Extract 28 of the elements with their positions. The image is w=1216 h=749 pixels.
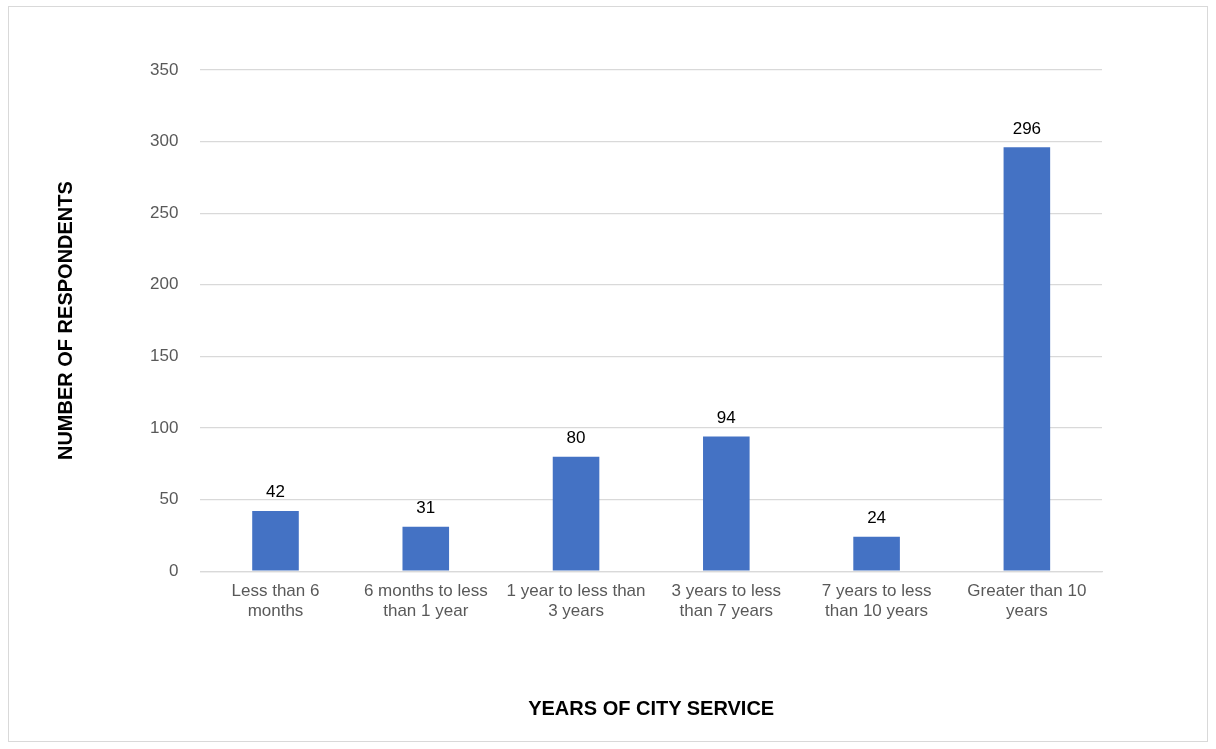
x-tick-label: 7 years to less than 10 years [821, 581, 932, 621]
bar [1003, 147, 1051, 571]
x-tick-label: Less than 6 months [231, 581, 320, 621]
bar [552, 456, 600, 571]
y-tick-label: 350 [149, 59, 179, 79]
x-tick-label: 1 year to less than 3 years [506, 581, 646, 621]
bar [252, 511, 299, 571]
x-tick-label: 3 years to less than 7 years [671, 581, 782, 621]
y-axis-title: NUMBER OF RESPONDENTS [53, 181, 76, 461]
data-label: 24 [867, 508, 887, 528]
data-label: 42 [266, 482, 285, 502]
y-tick-label: 250 [149, 202, 179, 222]
data-label: 94 [716, 407, 736, 427]
bar [853, 536, 900, 571]
y-tick-label: 150 [149, 346, 179, 366]
x-tick-label: 6 months to less than 1 year [363, 581, 488, 621]
y-tick-label: 0 [168, 560, 179, 580]
y-tick-label: 100 [149, 417, 179, 437]
data-label: 296 [1012, 118, 1042, 138]
x-tick-label: Greater than 10 years [967, 581, 1087, 621]
data-label: 31 [416, 498, 436, 517]
bar [402, 526, 450, 571]
x-axis-title: YEARS OF CITY SERVICE [528, 696, 775, 719]
y-tick-label: 300 [149, 131, 179, 151]
bar [703, 436, 750, 571]
y-tick-label: 200 [149, 274, 179, 294]
y-tick-label: 50 [159, 489, 179, 509]
data-label: 80 [566, 427, 586, 447]
